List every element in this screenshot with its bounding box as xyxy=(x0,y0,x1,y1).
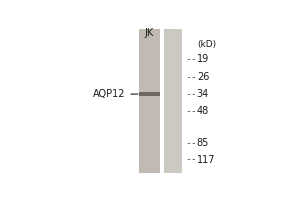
Bar xyxy=(139,29,160,173)
Text: 85: 85 xyxy=(197,138,209,148)
Bar xyxy=(139,92,160,96)
Text: --: -- xyxy=(185,89,197,99)
Text: --: -- xyxy=(185,155,197,165)
Text: 19: 19 xyxy=(197,54,209,64)
Text: 117: 117 xyxy=(197,155,215,165)
Text: (kD): (kD) xyxy=(197,40,216,49)
Text: AQP12: AQP12 xyxy=(93,89,126,99)
Text: 34: 34 xyxy=(197,89,209,99)
Text: JK: JK xyxy=(145,28,154,38)
Text: --: -- xyxy=(185,138,197,148)
Text: 26: 26 xyxy=(197,72,209,82)
Text: --: -- xyxy=(185,72,197,82)
Bar xyxy=(164,29,182,173)
Text: --: -- xyxy=(185,54,197,64)
Text: 48: 48 xyxy=(197,106,209,116)
Text: --: -- xyxy=(185,106,197,116)
